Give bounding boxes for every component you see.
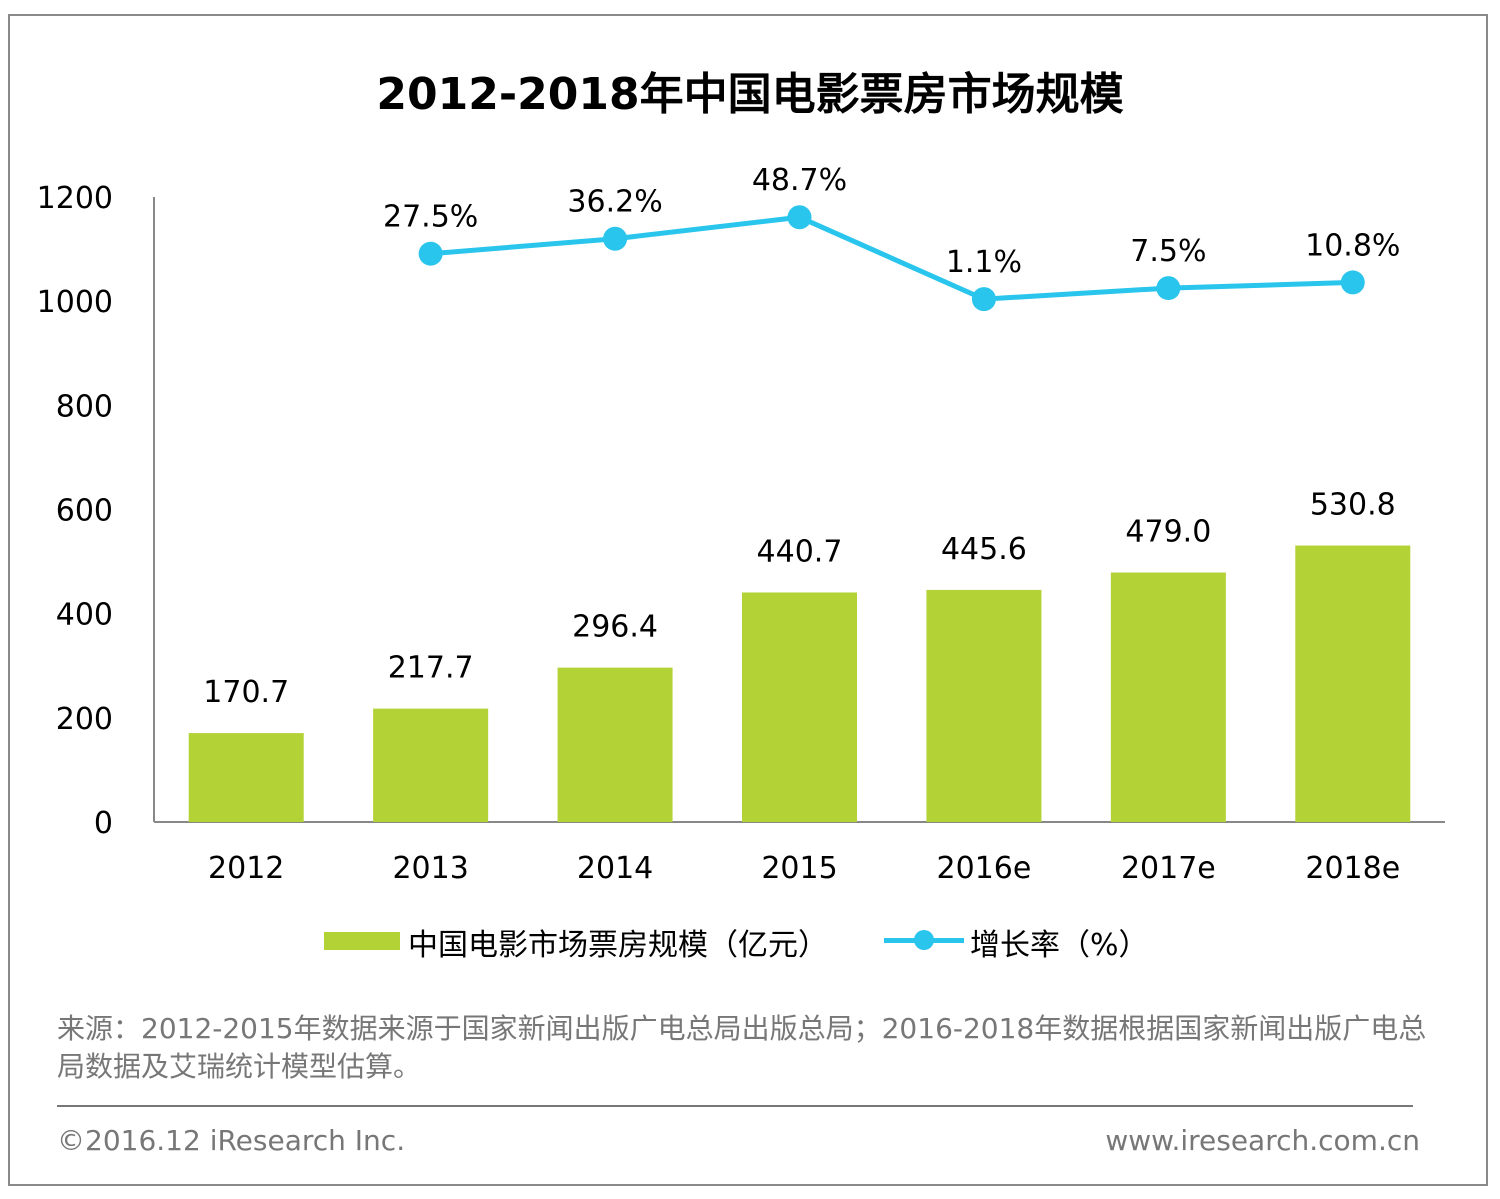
y-tick-label: 0 — [94, 806, 113, 841]
growth-data-label: 7.5% — [1130, 234, 1206, 269]
chart-frame — [8, 14, 1488, 1186]
bar-data-label: 445.6 — [941, 532, 1027, 567]
copyright: ©2016.12 iResearch Inc. — [57, 1124, 406, 1157]
legend-line-marker — [914, 930, 934, 950]
legend-bar-label: 中国电影市场票房规模（亿元） — [408, 928, 828, 963]
x-tick-label: 2017e — [1121, 851, 1216, 886]
growth-data-label: 27.5% — [383, 200, 478, 235]
growth-point — [603, 226, 628, 251]
growth-point — [1340, 270, 1365, 295]
x-tick-label: 2014 — [577, 851, 653, 886]
y-tick-label: 200 — [56, 702, 113, 737]
legend-bar-swatch — [324, 932, 400, 950]
growth-data-label: 48.7% — [752, 163, 847, 198]
x-tick-label: 2012 — [208, 851, 284, 886]
growth-data-label: 36.2% — [567, 185, 662, 220]
website: www.iresearch.com.cn — [1105, 1124, 1420, 1157]
y-tick-label: 800 — [56, 389, 113, 424]
bar — [373, 708, 489, 822]
divider — [57, 1105, 1413, 1107]
legend: 中国电影市场票房规模（亿元） 增长率（%） — [0, 918, 1500, 963]
growth-point — [418, 241, 443, 266]
y-tick-label: 1000 — [37, 285, 113, 320]
growth-data-label: 1.1% — [946, 245, 1022, 280]
bar-data-label: 296.4 — [572, 610, 658, 645]
x-tick-label: 2018e — [1305, 851, 1400, 886]
growth-point — [787, 205, 812, 230]
bar — [1110, 572, 1226, 822]
bar — [557, 667, 673, 822]
bar-data-label: 217.7 — [388, 651, 474, 686]
chart-title: 2012-2018年中国电影票房市场规模 — [376, 69, 1124, 120]
x-tick-label: 2016e — [937, 851, 1032, 886]
bar-data-label: 530.8 — [1310, 488, 1396, 523]
bar — [188, 733, 304, 822]
bar-data-label: 479.0 — [1125, 515, 1211, 550]
y-tick-label: 600 — [56, 494, 113, 529]
y-tick-label: 400 — [56, 598, 113, 633]
bar-data-label: 440.7 — [757, 534, 843, 569]
bar — [926, 589, 1042, 822]
growth-data-label: 10.8% — [1305, 228, 1400, 263]
bar — [1295, 545, 1411, 822]
bar-data-label: 170.7 — [203, 675, 289, 710]
x-tick-label: 2015 — [761, 851, 837, 886]
growth-point — [971, 287, 996, 312]
growth-point — [1156, 276, 1181, 301]
source-note: 来源：2012-2015年数据来源于国家新闻出版广电总局出版总局；2016-20… — [57, 1012, 1427, 1083]
bar — [742, 592, 857, 822]
y-tick-label: 1200 — [37, 181, 113, 216]
x-tick-label: 2013 — [392, 851, 468, 886]
growth-line — [430, 214, 1353, 302]
legend-line-label: 增长率（%） — [970, 928, 1149, 963]
